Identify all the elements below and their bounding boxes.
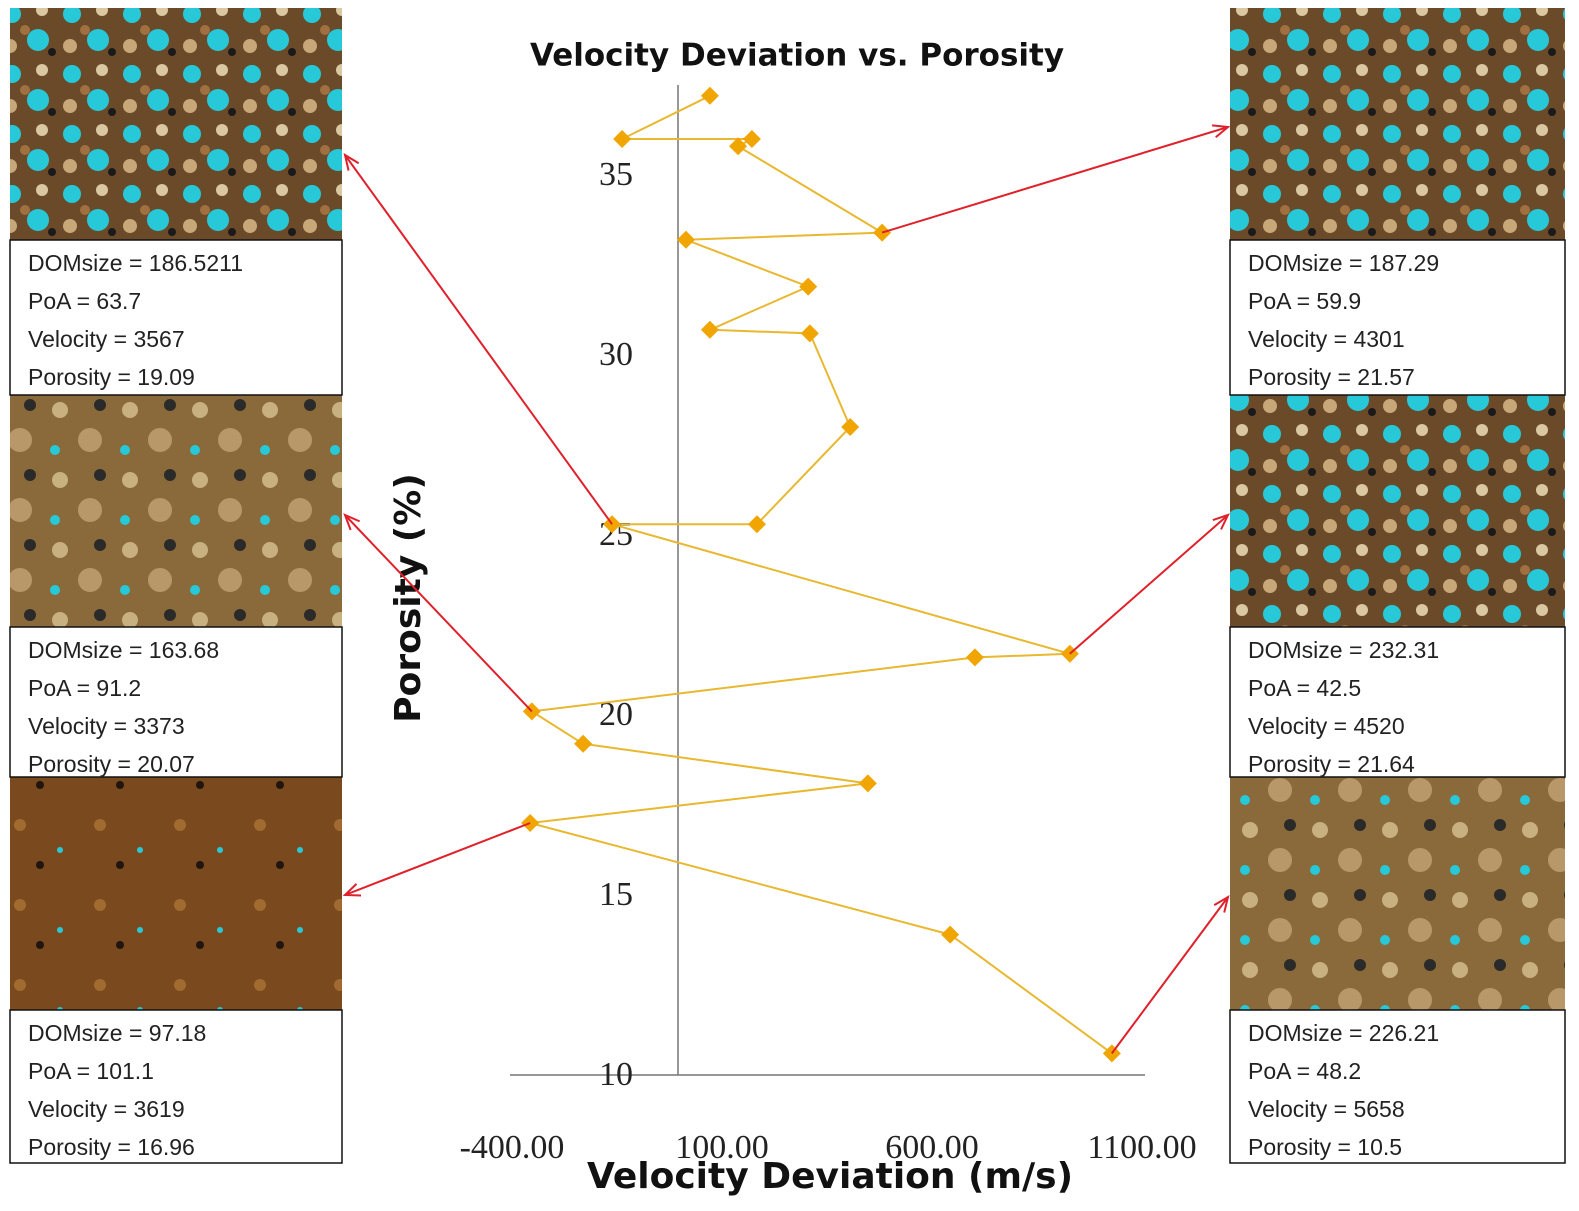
point xyxy=(700,86,719,105)
point xyxy=(613,130,632,148)
point xyxy=(729,137,748,156)
arrow xyxy=(344,822,531,896)
panel-text: PoA = 59.9 xyxy=(1248,288,1361,314)
point xyxy=(941,925,960,944)
arrow-head xyxy=(1211,124,1231,139)
micrograph xyxy=(1230,777,1565,1010)
point xyxy=(799,277,818,296)
arrow-head xyxy=(1212,513,1230,530)
x-tick-label: 1100.00 xyxy=(1087,1129,1196,1166)
y-axis-title: Porosity (%) xyxy=(388,473,429,723)
arrow-head xyxy=(1213,894,1230,913)
arrow-head xyxy=(343,152,360,171)
text-box xyxy=(9,239,343,396)
panel-text: Velocity = 4301 xyxy=(1248,326,1405,352)
arrow-head xyxy=(343,513,361,531)
y-tick-label: 35 xyxy=(599,156,633,193)
panel-text: DOMsize = 226.21 xyxy=(1248,1020,1439,1046)
panel-text: Porosity = 21.64 xyxy=(1248,751,1415,777)
x-tick-label: -400.00 xyxy=(460,1129,565,1166)
panel-text: PoA = 101.1 xyxy=(28,1058,154,1084)
point xyxy=(747,515,766,534)
point xyxy=(800,324,819,343)
point xyxy=(574,734,593,753)
micrograph xyxy=(1230,8,1565,240)
arrow xyxy=(344,154,613,525)
micrograph xyxy=(10,777,342,1010)
panel-text: Porosity = 21.57 xyxy=(1248,364,1415,390)
panel-text: DOMsize = 186.5211 xyxy=(28,250,243,276)
arrow xyxy=(344,514,533,713)
panel-text: Velocity = 4520 xyxy=(1248,713,1405,739)
arrow xyxy=(1069,514,1229,655)
arrow xyxy=(1111,896,1229,1054)
micrograph xyxy=(10,8,342,240)
arrow xyxy=(881,126,1229,234)
panel-text: PoA = 48.2 xyxy=(1248,1058,1361,1084)
point xyxy=(858,774,877,793)
point xyxy=(841,418,860,436)
micrograph xyxy=(1230,395,1565,627)
point xyxy=(676,230,695,249)
point xyxy=(700,320,719,339)
x-axis-title: Velocity Deviation (m/s) xyxy=(587,1156,1073,1197)
panel-text: Porosity = 19.09 xyxy=(28,364,195,390)
text-box xyxy=(9,1009,343,1164)
y-tick-label: 15 xyxy=(599,876,633,913)
panel-text: Porosity = 16.96 xyxy=(28,1134,195,1160)
text-box xyxy=(1229,1009,1566,1164)
x-tick-label: 100.00 xyxy=(675,1129,769,1166)
chart-title: Velocity Deviation vs. Porosity xyxy=(530,38,1064,74)
micrograph xyxy=(10,395,342,627)
panel-text: Velocity = 3619 xyxy=(28,1096,185,1122)
arrow-head xyxy=(342,883,362,897)
text-box xyxy=(9,626,343,778)
y-tick-label: 30 xyxy=(599,336,633,373)
point xyxy=(742,130,761,148)
x-tick-label: 600.00 xyxy=(885,1129,979,1166)
panel-text: Velocity = 5658 xyxy=(1248,1096,1405,1122)
panel-text: Velocity = 3373 xyxy=(28,713,185,739)
text-box xyxy=(1229,239,1566,396)
panel-text: Porosity = 20.07 xyxy=(28,751,195,777)
panel-text: PoA = 63.7 xyxy=(28,288,141,314)
panel-text: DOMsize = 163.68 xyxy=(28,637,219,663)
panel-text: DOMsize = 232.31 xyxy=(1248,637,1439,663)
y-tick-label: 10 xyxy=(599,1056,633,1093)
panel-text: Velocity = 3567 xyxy=(28,326,185,352)
panel-text: PoA = 91.2 xyxy=(28,675,141,701)
panel-text: Porosity = 10.5 xyxy=(1248,1134,1402,1160)
text-box xyxy=(1229,626,1566,778)
panel-text: PoA = 42.5 xyxy=(1248,675,1361,701)
series-line xyxy=(528,94,1113,1055)
images xyxy=(10,8,1565,1010)
panel-text: DOMsize = 187.29 xyxy=(1248,250,1439,276)
point xyxy=(965,648,984,667)
panel-text: DOMsize = 97.18 xyxy=(28,1020,206,1046)
